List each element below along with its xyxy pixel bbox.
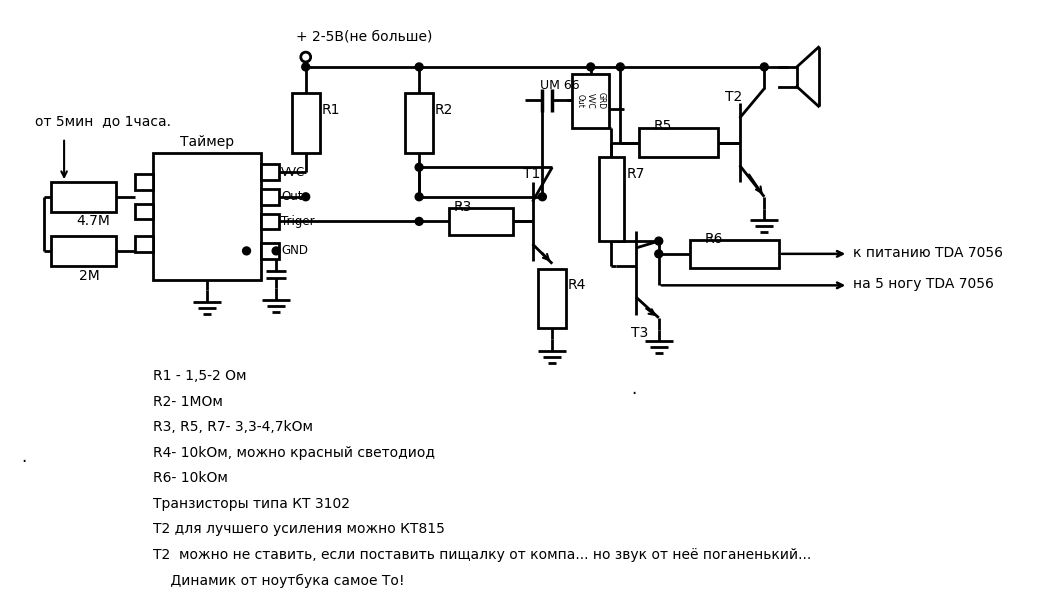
Text: T3: T3 — [631, 326, 648, 340]
Bar — [639, 128, 718, 157]
Text: от 5мин  до 1часа.: от 5мин до 1часа. — [34, 114, 171, 128]
Text: R4: R4 — [568, 279, 587, 293]
Bar — [51, 236, 116, 266]
Text: на 5 ногу TDA 7056: на 5 ногу TDA 7056 — [853, 277, 994, 292]
Circle shape — [760, 63, 769, 71]
Text: R3: R3 — [453, 200, 472, 214]
Text: Динамик от ноутбука самое То!: Динамик от ноутбука самое То! — [153, 574, 405, 588]
Text: R6: R6 — [705, 232, 724, 246]
Text: Т2 для лучшего усиления можно КТ815: Т2 для лучшего усиления можно КТ815 — [153, 522, 445, 537]
Bar — [539, 269, 566, 327]
Text: Т2  можно не ставить, если поставить пищалку от компа... но звук от неё поганень: Т2 можно не ставить, если поставить пища… — [153, 548, 811, 562]
Text: T1: T1 — [523, 167, 540, 181]
Bar — [599, 157, 624, 241]
Bar — [448, 207, 513, 235]
Text: Triger: Triger — [281, 215, 315, 228]
Text: .: . — [22, 448, 27, 466]
Circle shape — [415, 63, 423, 71]
Text: R3, R5, R7- 3,3-4,7kОм: R3, R5, R7- 3,3-4,7kОм — [153, 420, 313, 434]
Text: VVC: VVC — [281, 166, 306, 178]
Text: GND: GND — [281, 244, 308, 257]
Text: 2M: 2M — [79, 269, 100, 283]
Circle shape — [302, 193, 310, 201]
Text: R1: R1 — [321, 103, 340, 117]
Circle shape — [415, 163, 423, 171]
Bar — [406, 94, 433, 153]
Text: R5: R5 — [654, 119, 672, 133]
Text: к питанию TDA 7056: к питанию TDA 7056 — [853, 246, 1003, 260]
Bar — [135, 174, 153, 190]
Text: Таймер: Таймер — [180, 134, 234, 148]
Bar — [51, 182, 116, 211]
Text: T2: T2 — [725, 90, 743, 104]
Circle shape — [272, 247, 280, 255]
Text: R1 - 1,5-2 Ом: R1 - 1,5-2 Ом — [153, 369, 246, 383]
Circle shape — [415, 217, 423, 226]
Text: UM 66: UM 66 — [541, 79, 580, 92]
Circle shape — [242, 247, 251, 255]
Text: R2: R2 — [435, 103, 453, 117]
Bar — [572, 74, 609, 128]
Circle shape — [539, 193, 546, 201]
Bar — [261, 189, 279, 204]
Text: Транзисторы типа КТ 3102: Транзисторы типа КТ 3102 — [153, 497, 349, 511]
Circle shape — [415, 193, 423, 201]
Text: .: . — [631, 379, 636, 398]
Circle shape — [302, 63, 310, 71]
Bar — [135, 204, 153, 220]
Text: Out: Out — [281, 190, 303, 203]
Bar — [135, 236, 153, 252]
Circle shape — [655, 250, 662, 258]
Text: R7: R7 — [626, 167, 645, 181]
Bar — [292, 94, 319, 153]
Circle shape — [617, 63, 624, 71]
Bar — [261, 164, 279, 180]
Circle shape — [655, 237, 662, 245]
Text: R6- 10kОм: R6- 10kОм — [153, 471, 228, 485]
Circle shape — [587, 63, 595, 71]
Text: GRD
VVC
Out: GRD VVC Out — [576, 92, 605, 110]
Text: R4- 10kОм, можно красный светодиод: R4- 10kОм, можно красный светодиод — [153, 446, 435, 459]
Bar — [261, 243, 279, 259]
Bar — [261, 213, 279, 229]
Text: + 2-5В(не больше): + 2-5В(не больше) — [295, 29, 433, 44]
Bar — [153, 153, 261, 280]
Text: R2- 1МОм: R2- 1МОм — [153, 395, 223, 409]
Bar — [691, 240, 779, 267]
Text: 4.7M: 4.7M — [76, 214, 110, 229]
